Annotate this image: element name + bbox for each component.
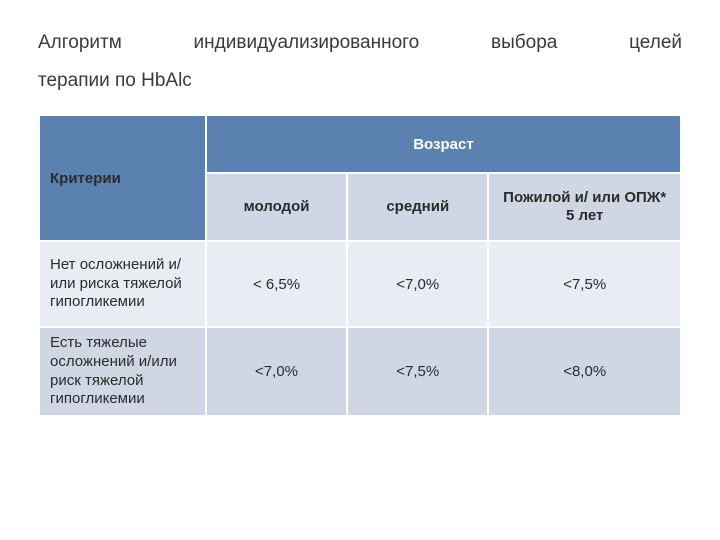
title-line-2: терапии по HbAlc — [38, 62, 682, 100]
cell-middle: <7,5% — [347, 327, 488, 416]
cell-middle: <7,0% — [347, 241, 488, 327]
page: Алгоритм индивидуализированного выбора ц… — [0, 0, 720, 417]
header-criteria: Критерии — [39, 115, 206, 241]
subheader-middle: средний — [347, 173, 488, 241]
row-label: Нет осложнений и/или риска тяжелой гипог… — [39, 241, 206, 327]
cell-elderly: <7,5% — [488, 241, 681, 327]
subheader-young: молодой — [206, 173, 347, 241]
table-row: Есть тяжелые осложнений и/или риск тяжел… — [39, 327, 681, 416]
table-header-row-1: Критерии Возраст — [39, 115, 681, 173]
row-label: Есть тяжелые осложнений и/или риск тяжел… — [39, 327, 206, 416]
cell-young: <7,0% — [206, 327, 347, 416]
hba1c-table: Критерии Возраст молодой средний Пожилой… — [38, 114, 682, 417]
title-line-1: Алгоритм индивидуализированного выбора ц… — [38, 24, 682, 62]
header-age: Возраст — [206, 115, 681, 173]
table-row: Нет осложнений и/или риска тяжелой гипог… — [39, 241, 681, 327]
subheader-elderly: Пожилой и/ или ОПЖ* 5 лет — [488, 173, 681, 241]
page-title: Алгоритм индивидуализированного выбора ц… — [38, 24, 682, 100]
cell-young: < 6,5% — [206, 241, 347, 327]
cell-elderly: <8,0% — [488, 327, 681, 416]
